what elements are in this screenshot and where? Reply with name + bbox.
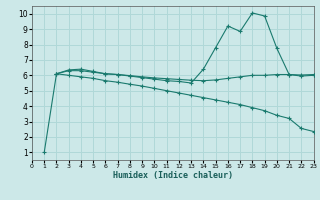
X-axis label: Humidex (Indice chaleur): Humidex (Indice chaleur) <box>113 171 233 180</box>
